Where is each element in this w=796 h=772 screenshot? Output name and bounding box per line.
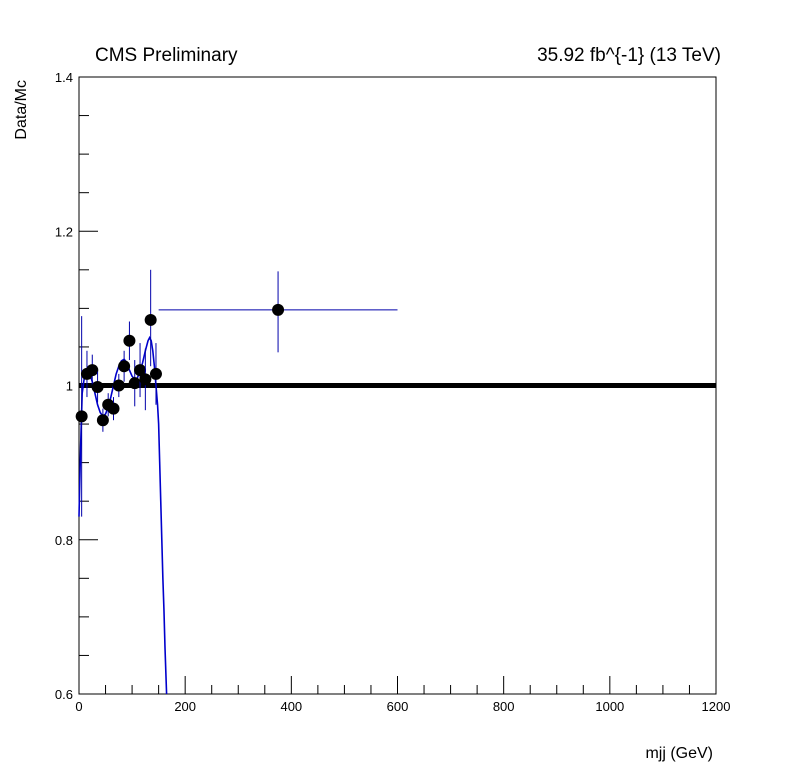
y-tick-label: 0.6 [55, 687, 73, 702]
x-tick-label: 1200 [702, 699, 731, 714]
x-tick-label: 0 [75, 699, 82, 714]
header-right: 35.92 fb^{-1} (13 TeV) [537, 45, 721, 66]
data-point [144, 313, 157, 326]
data-point [134, 364, 147, 377]
header-left: CMS Preliminary [95, 45, 238, 66]
data-point [86, 364, 99, 377]
data-point-group [75, 316, 88, 517]
data-point-group [91, 371, 104, 403]
data-point [123, 334, 136, 347]
data-point-group [123, 321, 136, 361]
data-point-group [134, 343, 147, 398]
data-point-group [96, 408, 109, 432]
axis-ticks: 0 200 400 600 800 1000 1200 0.6 0.8 1 1.2 1.4 [55, 70, 731, 714]
data-point-group [107, 397, 120, 421]
y-axis-label: Data/Mc [13, 80, 30, 140]
y-tick-label: 1 [66, 379, 73, 394]
data-point-group [112, 373, 125, 398]
y-tick-label: 1.4 [55, 70, 73, 85]
y-tick-label: 0.8 [55, 533, 73, 548]
data-point [149, 367, 162, 380]
data-point [272, 303, 285, 316]
data-point-group [144, 269, 157, 367]
x-tick-label: 800 [493, 699, 515, 714]
data-point [91, 381, 104, 394]
data-point-group [158, 271, 398, 353]
data-point-group [118, 350, 131, 382]
x-tick-label: 200 [174, 699, 196, 714]
x-axis-label: mjj (GeV) [645, 745, 713, 762]
x-tick-label: 1000 [595, 699, 624, 714]
data-point [128, 377, 141, 390]
data-point [118, 360, 131, 373]
chart-marks [75, 269, 716, 695]
data-point [75, 410, 88, 423]
data-point-group [139, 348, 152, 411]
x-tick-label: 600 [387, 699, 409, 714]
data-point [139, 373, 152, 386]
data-point-group [149, 343, 162, 405]
y-tick-label: 1.2 [55, 224, 73, 239]
data-point-group [86, 354, 99, 386]
x-tick-label: 400 [280, 699, 302, 714]
fit-line [78, 335, 168, 695]
data-point [107, 402, 120, 415]
data-point [96, 414, 109, 427]
data-point [112, 379, 125, 392]
